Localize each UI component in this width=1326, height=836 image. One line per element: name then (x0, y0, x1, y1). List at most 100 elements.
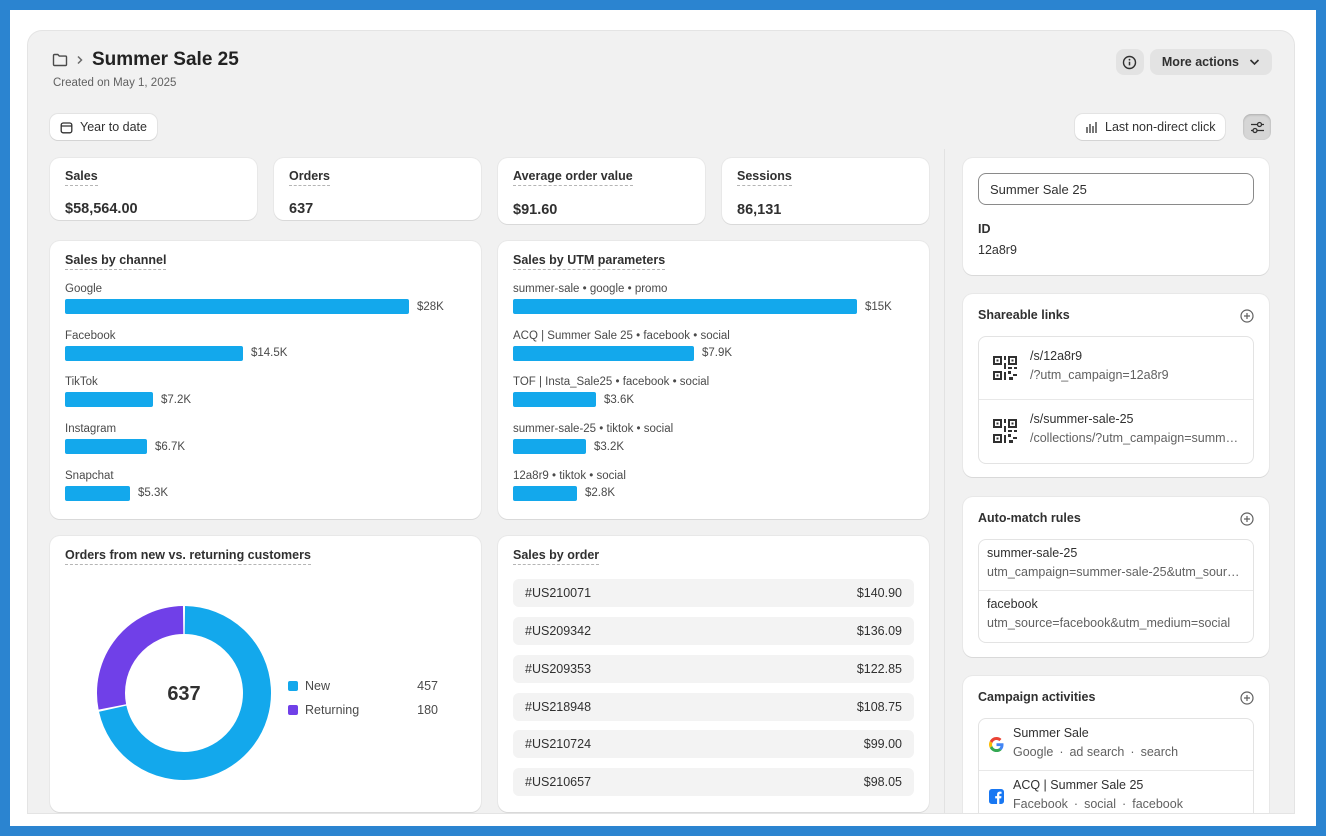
activity-item[interactable]: ACQ | Summer Sale 25 Facebook · social · fac… (979, 771, 1253, 813)
utm-bar (513, 485, 577, 501)
links-list: /s/12a8r9 /?utm_campaign=12a8r9 /s/summe… (978, 336, 1254, 464)
view-settings-button[interactable] (1243, 114, 1271, 140)
facebook-icon (989, 789, 1004, 804)
activity-name: Summer Sale (1013, 726, 1089, 740)
qr-code-icon[interactable] (992, 355, 1018, 381)
link-target: /collections/?utm_campaign=summer-sale-2… (1030, 431, 1243, 445)
add-rule-icon[interactable] (1240, 512, 1254, 526)
order-row[interactable]: #US210071 $140.90 (513, 579, 914, 607)
activity-platform: Facebook (1013, 797, 1068, 811)
utm-bar-value: $3.2K (594, 440, 625, 453)
add-activity-icon[interactable] (1240, 691, 1254, 705)
date-range-button[interactable]: Year to date (50, 114, 157, 140)
utm-bar-row[interactable]: TOF | Insta_Sale25 • facebook • social $3… (513, 376, 914, 423)
utm-bar-row[interactable]: summer-sale • google • promo $15K (513, 283, 914, 330)
metric-card-sessions[interactable]: Sessions 86,131 (722, 158, 929, 224)
card-title[interactable]: Orders from new vs. returning customers (65, 548, 311, 565)
card-title: Auto-match rules (978, 511, 1081, 525)
attribution-model-button[interactable]: Last non-direct click (1075, 114, 1226, 140)
utm-bar-row[interactable]: summer-sale-25 • tiktok • social $3.2K (513, 423, 914, 470)
campaign-name-value: Summer Sale 25 (990, 181, 1087, 197)
channel-bar-label: Instagram (65, 423, 117, 436)
rule-condition: utm_campaign=summer-sale-25&utm_source=g… (987, 565, 1245, 579)
channel-bar-value: $5.3K (138, 487, 169, 500)
utm-bar (513, 392, 596, 408)
order-amount: $98.05 (863, 775, 902, 789)
add-link-icon[interactable] (1240, 309, 1254, 323)
activity-type: ad search (1069, 745, 1125, 759)
utm-bar-row[interactable]: 12a8r9 • tiktok • social $2.8K (513, 470, 914, 517)
utm-bar-label: summer-sale-25 • tiktok • social (513, 423, 674, 436)
card-title[interactable]: Sales by order (513, 548, 600, 565)
donut-slice-new[interactable] (99, 606, 271, 780)
attribution-model-label: Last non-direct click (1105, 120, 1216, 134)
channel-bar-row[interactable]: TikTok $7.2K (65, 376, 466, 423)
channel-bar (65, 299, 409, 314)
rule-item[interactable]: facebook utm_source=facebook&utm_medium=… (979, 591, 1253, 642)
channel-bar-row[interactable]: Google $28K (65, 283, 466, 330)
metric-value: $58,564.00 (65, 201, 138, 217)
campaign-activities-card: Campaign activities Summer Sale Google · a… (963, 676, 1269, 813)
metric-value: $91.60 (513, 202, 558, 218)
order-row[interactable]: #US209353 $122.85 (513, 655, 914, 683)
activity-meta: Facebook · social · facebook (1013, 797, 1183, 811)
utm-bar-value: $15K (865, 300, 892, 313)
link-item[interactable]: /s/12a8r9 /?utm_campaign=12a8r9 (979, 337, 1253, 400)
link-item[interactable]: /s/summer-sale-25 /collections/?utm_camp… (979, 400, 1253, 463)
legend-value: 457 (417, 679, 438, 693)
page-header: Summer Sale 25 Created on May 1, 2025 Mo… (52, 49, 1272, 89)
legend-swatch (288, 681, 298, 691)
order-row[interactable]: #US218948 $108.75 (513, 693, 914, 721)
screenshot-frame: Summer Sale 25 Created on May 1, 2025 Mo… (10, 10, 1316, 826)
utm-bar-label: summer-sale • google • promo (513, 283, 668, 295)
metric-card-average-order-value[interactable]: Average order value $91.60 (498, 158, 705, 224)
metric-label: Average order value (513, 169, 633, 186)
column-divider (944, 149, 945, 813)
metric-card-sales[interactable]: Sales $58,564.00 (50, 158, 257, 220)
metric-card-orders[interactable]: Orders 637 (274, 158, 481, 220)
legend-label: New (305, 679, 331, 693)
channel-bar-value: $28K (417, 300, 444, 313)
order-id: #US210071 (525, 586, 592, 600)
channel-bar-row[interactable]: Instagram $6.7K (65, 423, 466, 470)
card-title[interactable]: Sales by UTM parameters (513, 253, 666, 270)
donut-slice-returning[interactable] (97, 606, 184, 710)
order-id: #US209342 (525, 624, 592, 638)
shareable-links-card: Shareable links /s/12a8r9 /?utm_campaign… (963, 294, 1269, 477)
order-id: #US210657 (525, 775, 592, 789)
utm-bar (513, 439, 586, 455)
more-actions-button[interactable]: More actions (1149, 49, 1272, 75)
utm-bar (513, 299, 857, 314)
rule-item[interactable]: summer-sale-25 utm_campaign=summer-sale-… (979, 540, 1253, 591)
order-row[interactable]: #US209342 $136.09 (513, 617, 914, 645)
link-target: /?utm_campaign=12a8r9 (1030, 368, 1169, 382)
campaign-page: Summer Sale 25 Created on May 1, 2025 Mo… (28, 31, 1294, 813)
activity-channel: facebook (1132, 797, 1183, 811)
order-amount: $99.00 (863, 737, 902, 751)
channel-bar-row[interactable]: Snapchat $5.3K (65, 470, 466, 517)
card-title: Shareable links (978, 308, 1070, 322)
folder-icon[interactable] (52, 53, 68, 67)
legend-value: 180 (417, 703, 438, 717)
channel-bar-value: $14.5K (251, 347, 288, 360)
card-title[interactable]: Sales by channel (65, 253, 167, 270)
card-title: Campaign activities (978, 690, 1096, 704)
donut-total: 637 (167, 683, 200, 705)
campaign-name-input[interactable]: Summer Sale 25 (978, 173, 1254, 205)
campaign-details-card: Summer Sale 25 ID 12a8r9 (963, 158, 1269, 275)
auto-match-rules-card: Auto-match rules summer-sale-25 utm_camp… (963, 497, 1269, 657)
activity-type: social (1084, 797, 1117, 811)
order-row[interactable]: #US210657 $98.05 (513, 768, 914, 796)
qr-code-icon[interactable] (992, 418, 1018, 444)
utm-bar-value: $2.8K (585, 487, 616, 500)
metric-value: 637 (289, 201, 314, 217)
order-id: #US210724 (525, 737, 592, 751)
utm-bar-row[interactable]: ACQ | Summer Sale 25 • facebook • social… (513, 330, 914, 377)
activity-item[interactable]: Summer Sale Google · ad search · search (979, 719, 1253, 771)
channel-bar-row[interactable]: Facebook $14.5K (65, 330, 466, 377)
utm-bar (513, 345, 694, 361)
order-row[interactable]: #US210724 $99.00 (513, 730, 914, 758)
rules-list: summer-sale-25 utm_campaign=summer-sale-… (978, 539, 1254, 643)
utm-bar-label: ACQ | Summer Sale 25 • facebook • social (513, 329, 730, 342)
info-button[interactable] (1115, 49, 1144, 75)
